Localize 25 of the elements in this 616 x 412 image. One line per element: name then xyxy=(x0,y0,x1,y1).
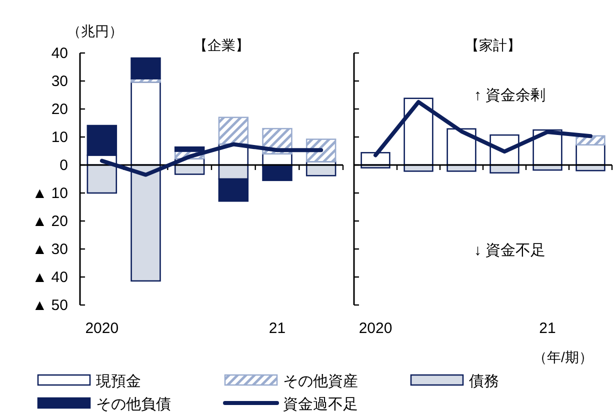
legend-label: 債務 xyxy=(469,373,499,390)
x-tick-label: 2020 xyxy=(358,320,392,337)
annotation: ↓ 資金不足 xyxy=(474,242,546,259)
y-tick-label: 10 xyxy=(51,129,68,146)
x-axis-title: （年/期） xyxy=(533,349,593,365)
y-tick-label: 0 xyxy=(60,157,68,174)
y-tick-label: ▲ 50 xyxy=(32,297,68,314)
legend-label: 現預金 xyxy=(96,373,141,390)
x-tick-label: 21 xyxy=(539,320,556,337)
chart-title: 【企業】 xyxy=(194,37,250,53)
y-tick-label: ▲ 20 xyxy=(32,213,68,230)
legend-label: その他負債 xyxy=(96,396,171,412)
y-tick-label: ▲ 10 xyxy=(32,185,68,202)
chart-title: 【家計】 xyxy=(465,37,521,53)
y-tick-label: 40 xyxy=(51,45,68,62)
y-tick-label: 20 xyxy=(51,101,68,118)
y-axis-title: （兆円） xyxy=(67,23,123,39)
y-tick-label: ▲ 40 xyxy=(32,269,68,286)
y-tick-label: ▲ 30 xyxy=(32,241,68,258)
y-tick-label: 30 xyxy=(51,73,68,90)
x-tick-label: 21 xyxy=(268,320,286,337)
annotation: ↑ 資金余剰 xyxy=(474,87,546,104)
legend-label: 資金過不足 xyxy=(283,396,358,412)
legend-label: その他資産 xyxy=(283,373,358,390)
x-tick-label: 2020 xyxy=(85,320,119,337)
